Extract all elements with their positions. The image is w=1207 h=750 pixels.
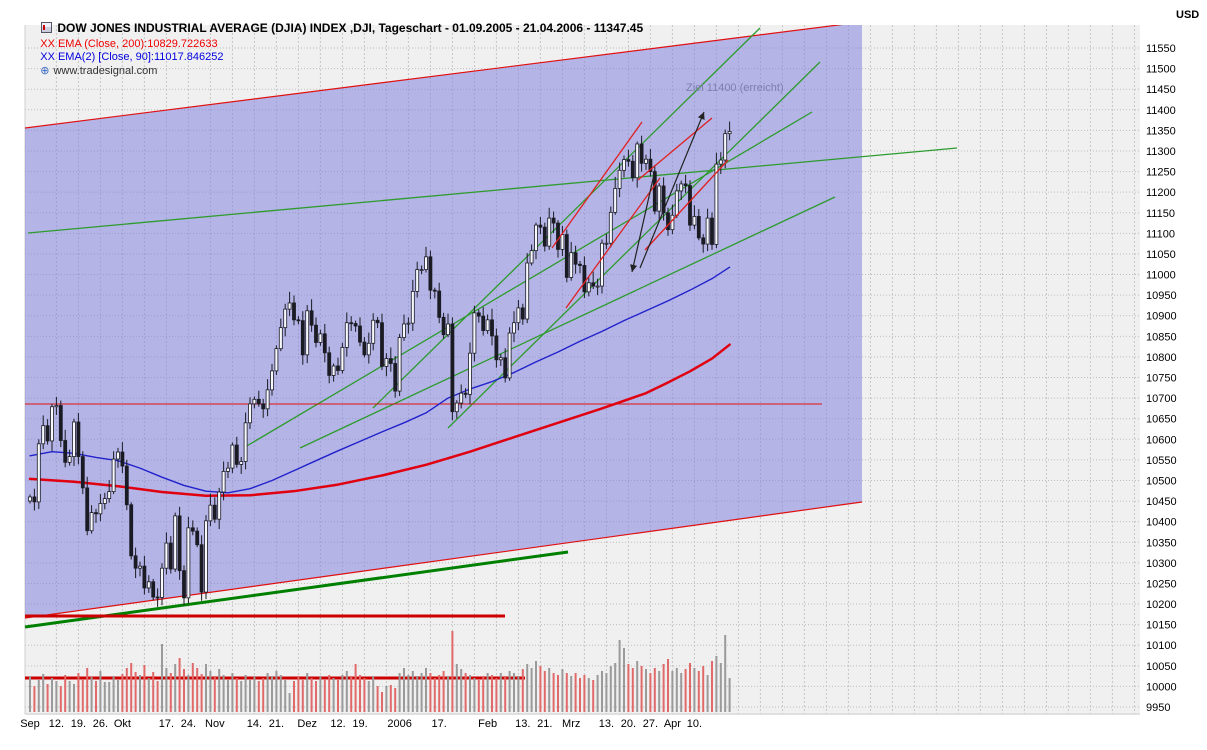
svg-text:12.: 12. [330, 718, 345, 730]
svg-text:9950: 9950 [1146, 702, 1170, 714]
svg-text:10900: 10900 [1146, 311, 1177, 323]
svg-text:20.: 20. [621, 718, 636, 730]
svg-text:17.: 17. [159, 718, 174, 730]
svg-text:10200: 10200 [1146, 599, 1177, 611]
x-axis-layer: Sep 12. 19. 26. Okt 17. 24. Nov 14. 21. Dez 12. 19. 2… [20, 718, 702, 730]
chart-title: DOW JONES INDUSTRIAL AVERAGE (DJIA) INDE… [57, 21, 644, 35]
svg-text:24.: 24. [181, 718, 196, 730]
globe-icon: ⊕ [40, 65, 50, 77]
currency-label: USD [1176, 9, 1200, 21]
svg-text:Okt: Okt [114, 718, 131, 730]
svg-text:10350: 10350 [1146, 537, 1177, 549]
svg-text:11500: 11500 [1146, 64, 1176, 76]
svg-text:10800: 10800 [1146, 352, 1177, 364]
svg-text:10750: 10750 [1146, 373, 1177, 385]
ema-layer [28, 266, 731, 497]
target-annotation: Ziel 11400 (erreicht) [686, 82, 784, 94]
ema200-legend-label: XX EMA (Close, 200):10829.722633 [40, 38, 218, 50]
svg-text:10.: 10. [687, 718, 702, 730]
svg-text:13.: 13. [515, 718, 530, 730]
red-segments-layer [551, 117, 729, 309]
svg-text:19.: 19. [352, 718, 367, 730]
title-row: DOW JONES INDUSTRIAL AVERAGE (DJIA) INDE… [28, 9, 643, 48]
svg-text:13.: 13. [599, 718, 614, 730]
svg-text:17.: 17. [432, 718, 447, 730]
svg-text:11000: 11000 [1146, 270, 1176, 282]
svg-text:Sep: Sep [20, 718, 40, 730]
svg-text:21.: 21. [537, 718, 552, 730]
svg-text:11100: 11100 [1146, 228, 1175, 240]
copyright-label: www.tradesignal.com [53, 65, 158, 77]
svg-text:10300: 10300 [1146, 558, 1177, 570]
ema90-legend[interactable]: XX EMA(2) [Close, 90]:11017.846252 [28, 38, 223, 77]
svg-text:14.: 14. [247, 718, 262, 730]
svg-text:10400: 10400 [1146, 517, 1177, 529]
svg-text:10600: 10600 [1146, 434, 1177, 446]
svg-text:19.: 19. [71, 718, 86, 730]
svg-text:10650: 10650 [1146, 414, 1177, 426]
svg-text:10250: 10250 [1146, 578, 1177, 590]
svg-text:10050: 10050 [1146, 661, 1177, 673]
svg-text:11300: 11300 [1146, 146, 1176, 158]
candles-layer [28, 121, 732, 607]
svg-text:2006: 2006 [387, 718, 411, 730]
svg-text:10850: 10850 [1146, 331, 1177, 343]
svg-text:11550: 11550 [1146, 43, 1176, 55]
svg-text:10150: 10150 [1146, 620, 1177, 632]
svg-text:12.: 12. [49, 718, 64, 730]
svg-text:10100: 10100 [1146, 640, 1177, 652]
volume-layer [29, 631, 731, 712]
copyright-row: ⊕ www.tradesignal.com [28, 52, 157, 91]
svg-text:10500: 10500 [1146, 475, 1177, 487]
svg-text:10700: 10700 [1146, 393, 1177, 405]
red-hlines-layer [25, 403, 822, 680]
svg-text:Feb: Feb [478, 718, 497, 730]
svg-text:11350: 11350 [1146, 125, 1176, 137]
svg-text:11050: 11050 [1146, 249, 1176, 261]
svg-text:11400: 11400 [1146, 105, 1176, 117]
svg-text:26.: 26. [93, 718, 108, 730]
svg-text:11200: 11200 [1146, 187, 1176, 199]
svg-text:10450: 10450 [1146, 496, 1177, 508]
svg-text:27.: 27. [643, 718, 658, 730]
svg-text:10950: 10950 [1146, 290, 1177, 302]
svg-text:Mrz: Mrz [562, 718, 580, 730]
svg-text:21.: 21. [269, 718, 284, 730]
svg-text:11250: 11250 [1146, 167, 1176, 179]
ema90-legend-label: XX EMA(2) [Close, 90]:11017.846252 [40, 51, 224, 63]
arrows-layer [630, 111, 705, 273]
svg-text:10000: 10000 [1146, 681, 1177, 693]
svg-text:10550: 10550 [1146, 455, 1177, 467]
svg-text:Nov: Nov [205, 718, 225, 730]
svg-text:11450: 11450 [1146, 84, 1176, 96]
svg-text:11150: 11150 [1146, 208, 1175, 220]
ema200-legend[interactable]: XX EMA (Close, 200):10829.722633 [28, 25, 218, 64]
svg-text:Dez: Dez [297, 718, 317, 730]
chart-window-icon [41, 22, 53, 33]
svg-text:Apr: Apr [664, 718, 681, 730]
